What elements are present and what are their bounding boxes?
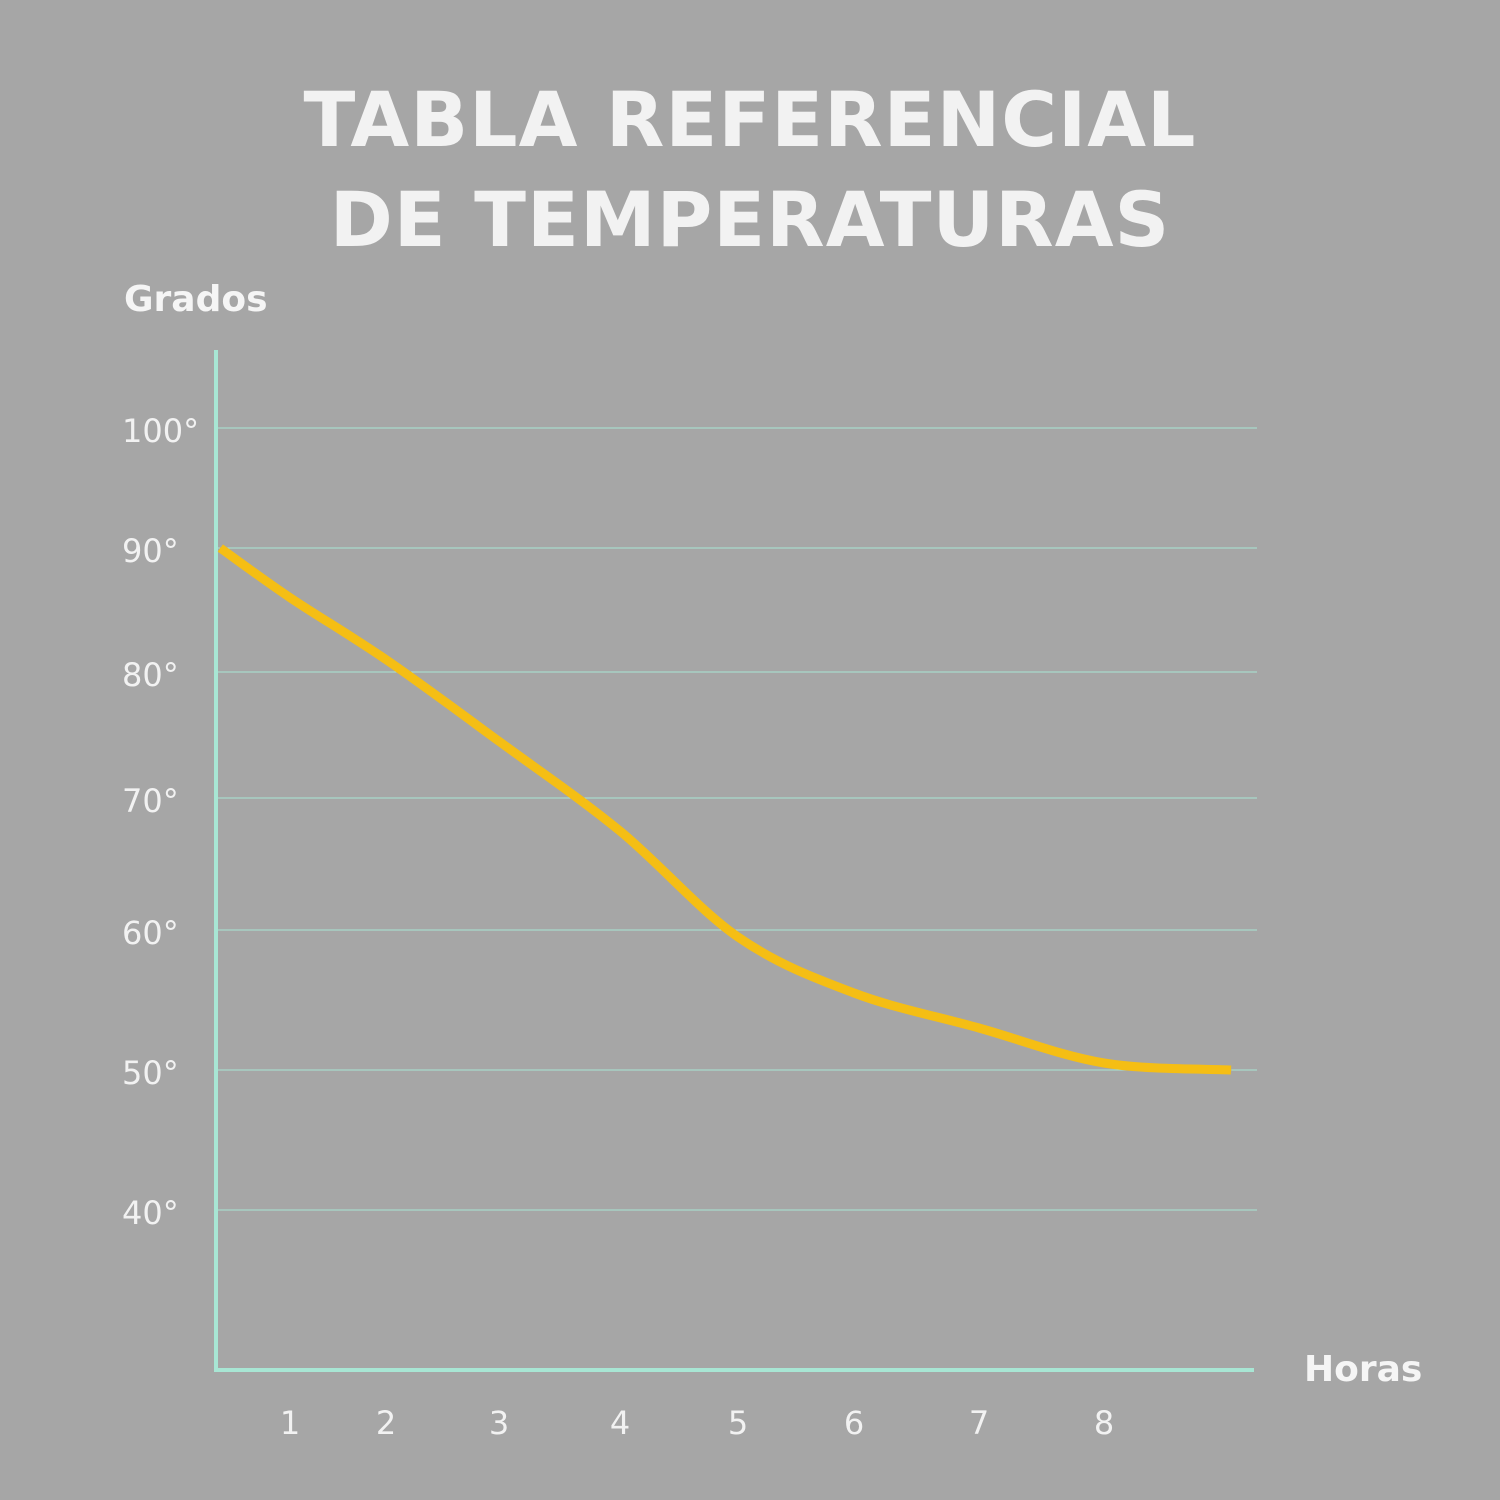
x-tick-label: 7 [969,1404,989,1442]
title-line-1: TABLA REFERENCIAL [303,75,1197,164]
x-tick-labels: 1 2 3 4 5 6 7 8 [280,1404,1114,1442]
grid-lines [216,427,1257,1211]
data-point [619,830,621,832]
y-tick-labels: 100° 90° 80° 70° 60° 50° 40° [122,412,199,1232]
y-tick-label: 50° [122,1054,179,1092]
data-point [498,740,500,742]
x-tick-label: 2 [376,1404,396,1442]
x-tick-label: 8 [1094,1404,1114,1442]
y-tick-label: 80° [122,656,179,694]
y-tick-label: 60° [122,914,179,952]
y-tick-label: 90° [122,532,179,570]
data-point [853,992,855,994]
data-point [219,547,221,549]
data-point [1230,1069,1232,1071]
y-tick-label: 70° [122,782,179,820]
data-point [289,597,291,599]
chart-title: TABLA REFERENCIAL DE TEMPERATURAS [0,70,1500,270]
title-line-2: DE TEMPERATURAS [329,175,1171,264]
x-tick-label: 5 [728,1404,748,1442]
y-tick-label: 40° [122,1194,179,1232]
x-tick-label: 1 [280,1404,300,1442]
data-point [737,936,739,938]
data-point [385,659,387,661]
x-axis-label: Horas [1304,1349,1422,1390]
data-point [1103,1062,1105,1064]
series-line-0 [217,544,1232,1075]
x-tick-label: 6 [844,1404,864,1442]
x-tick-label: 3 [489,1404,509,1442]
x-tick-label: 4 [610,1404,630,1442]
y-tick-label: 100° [122,412,199,450]
data-point [978,1027,980,1029]
series-group [217,544,1232,1075]
y-axis-label: Grados [124,279,268,320]
